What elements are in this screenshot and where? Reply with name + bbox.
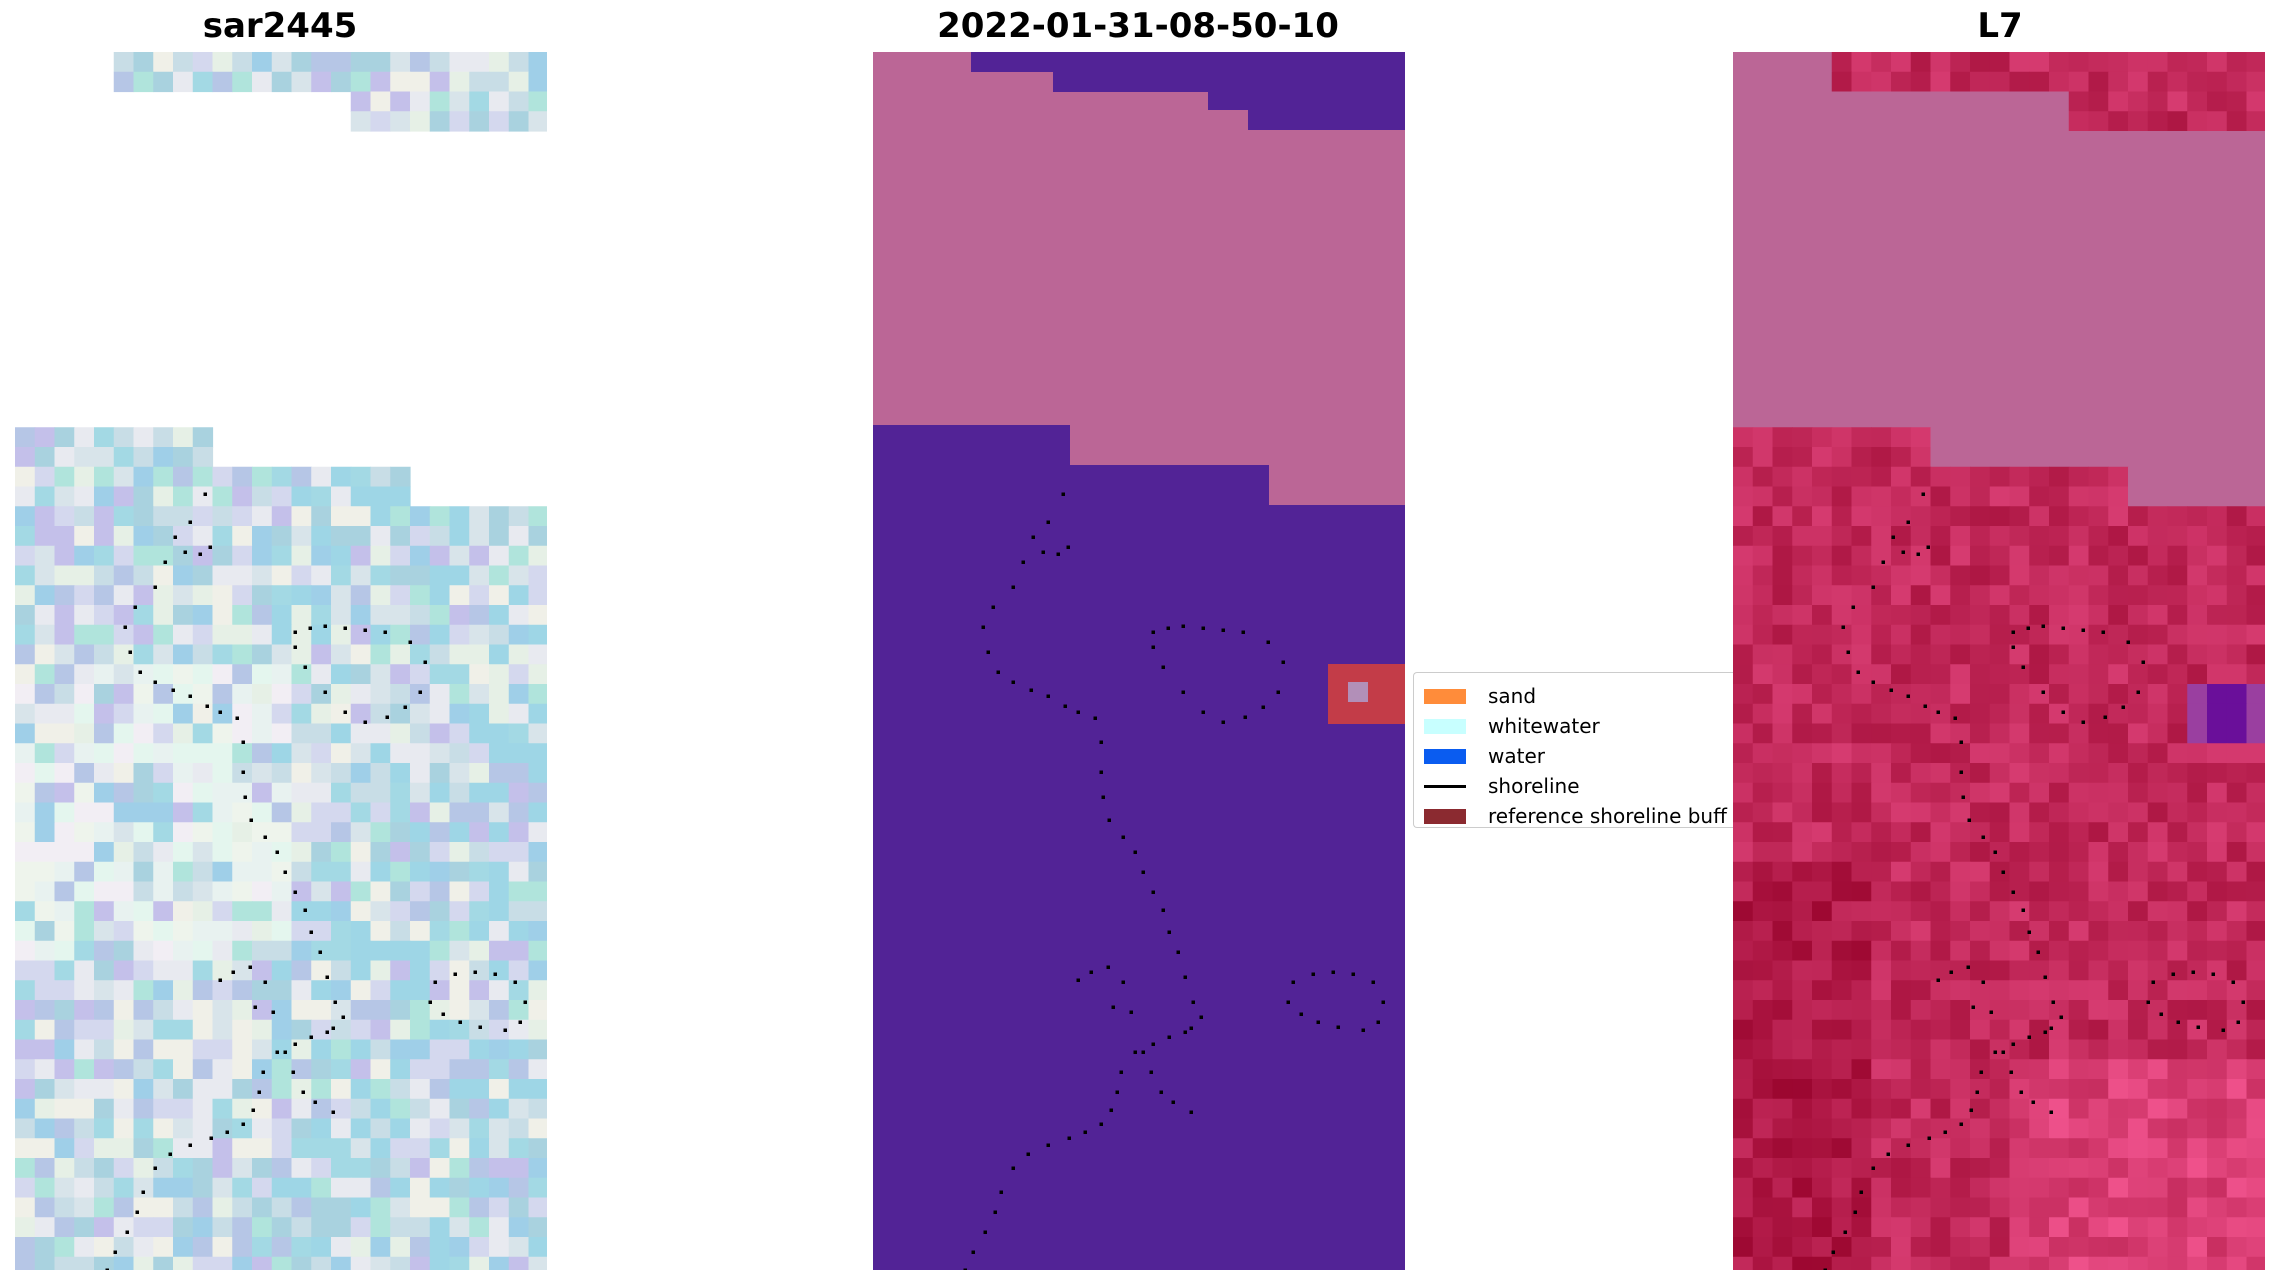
shoreline-dots (1823, 492, 2245, 1270)
classification-panel (873, 52, 1405, 1270)
classification-image (873, 52, 1405, 1270)
legend-swatch-whitewater (1424, 718, 1466, 734)
rgb-image-panel (15, 52, 547, 1270)
legend-label-sand: sand (1488, 684, 1537, 708)
legend: sand whitewater water shoreline referenc… (1413, 672, 1733, 828)
legend-swatch-water (1424, 748, 1466, 764)
l7-image-panel (1733, 52, 2265, 1270)
shoreline-dots (963, 492, 1385, 1270)
reference-buffer-region (873, 52, 1405, 505)
panel-title-l7: L7 (1977, 6, 2023, 46)
legend-item-sand: sand (1424, 681, 1536, 711)
legend-label-shoreline: shoreline (1488, 774, 1580, 798)
legend-label-reference-buffer: reference shoreline buff (1488, 804, 1727, 828)
legend-swatch-reference-buffer (1424, 808, 1466, 824)
legend-swatch-shoreline (1424, 784, 1466, 788)
l7-image (1733, 52, 2265, 1270)
legend-item-reference-buffer: reference shoreline buff (1424, 801, 1727, 828)
legend-label-whitewater: whitewater (1488, 714, 1600, 738)
legend-label-water: water (1488, 744, 1545, 768)
rgb-image (15, 52, 547, 1270)
legend-item-shoreline: shoreline (1424, 771, 1580, 801)
legend-item-water: water (1424, 741, 1545, 771)
shoreline-dots (105, 492, 527, 1270)
panel-title-rgb: sar2445 (202, 6, 358, 46)
panel-title-classification: 2022-01-31-08-50-10 (937, 6, 1339, 46)
legend-swatch-sand (1424, 688, 1466, 704)
legend-item-whitewater: whitewater (1424, 711, 1600, 741)
